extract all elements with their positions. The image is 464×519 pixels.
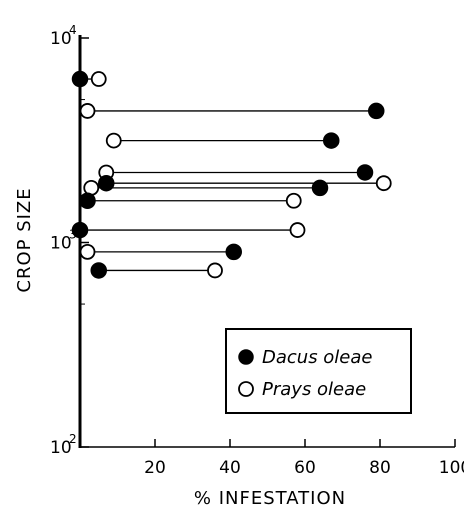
x-axis-title: % INFESTATION xyxy=(194,488,346,509)
y-tick-exponent: 4 xyxy=(69,23,77,37)
prays-point xyxy=(207,262,223,279)
legend: Dacus oleae Prays oleae xyxy=(225,328,412,414)
dacus-point xyxy=(323,132,340,149)
dacus-point xyxy=(225,243,242,261)
dacus-point xyxy=(79,192,96,210)
x-tick-label: 60 xyxy=(294,458,316,478)
x-tick-label: 20 xyxy=(144,458,166,478)
x-ticks: 20 40 60 80 100 xyxy=(144,439,464,478)
legend-marker-prays xyxy=(238,381,254,397)
dacus-point xyxy=(90,262,107,279)
dacus-point xyxy=(368,102,385,120)
y-tick-label: 10 xyxy=(50,29,72,49)
prays-point xyxy=(79,103,96,119)
legend-label-dacus: Dacus oleae xyxy=(262,347,373,368)
y-tick-label: 10 xyxy=(50,234,72,254)
legend-box xyxy=(225,328,412,414)
legend-label-prays: Prays oleae xyxy=(262,379,366,400)
x-tick-label: 100 xyxy=(439,458,464,478)
prays-point xyxy=(289,222,306,238)
prays-point xyxy=(90,71,107,87)
points xyxy=(71,70,392,279)
y-tick-label: 10 xyxy=(50,438,72,458)
dacus-point xyxy=(356,164,374,181)
y-tick-exponent: 3 xyxy=(69,228,77,242)
connectors xyxy=(87,78,377,272)
y-tick-exponent: 2 xyxy=(69,432,77,446)
x-tick-label: 40 xyxy=(219,458,241,478)
dacus-point xyxy=(71,70,89,88)
prays-point xyxy=(375,175,392,192)
prays-point xyxy=(79,243,96,260)
y-axis-title: CROP SIZE xyxy=(14,187,35,292)
dacus-point xyxy=(311,179,329,197)
x-tick-label: 80 xyxy=(369,458,391,478)
dacus-point xyxy=(71,221,89,239)
prays-point xyxy=(105,132,122,149)
prays-point xyxy=(285,192,302,209)
axes xyxy=(78,35,455,448)
legend-marker-dacus xyxy=(238,349,254,365)
dacus-point xyxy=(98,174,115,192)
